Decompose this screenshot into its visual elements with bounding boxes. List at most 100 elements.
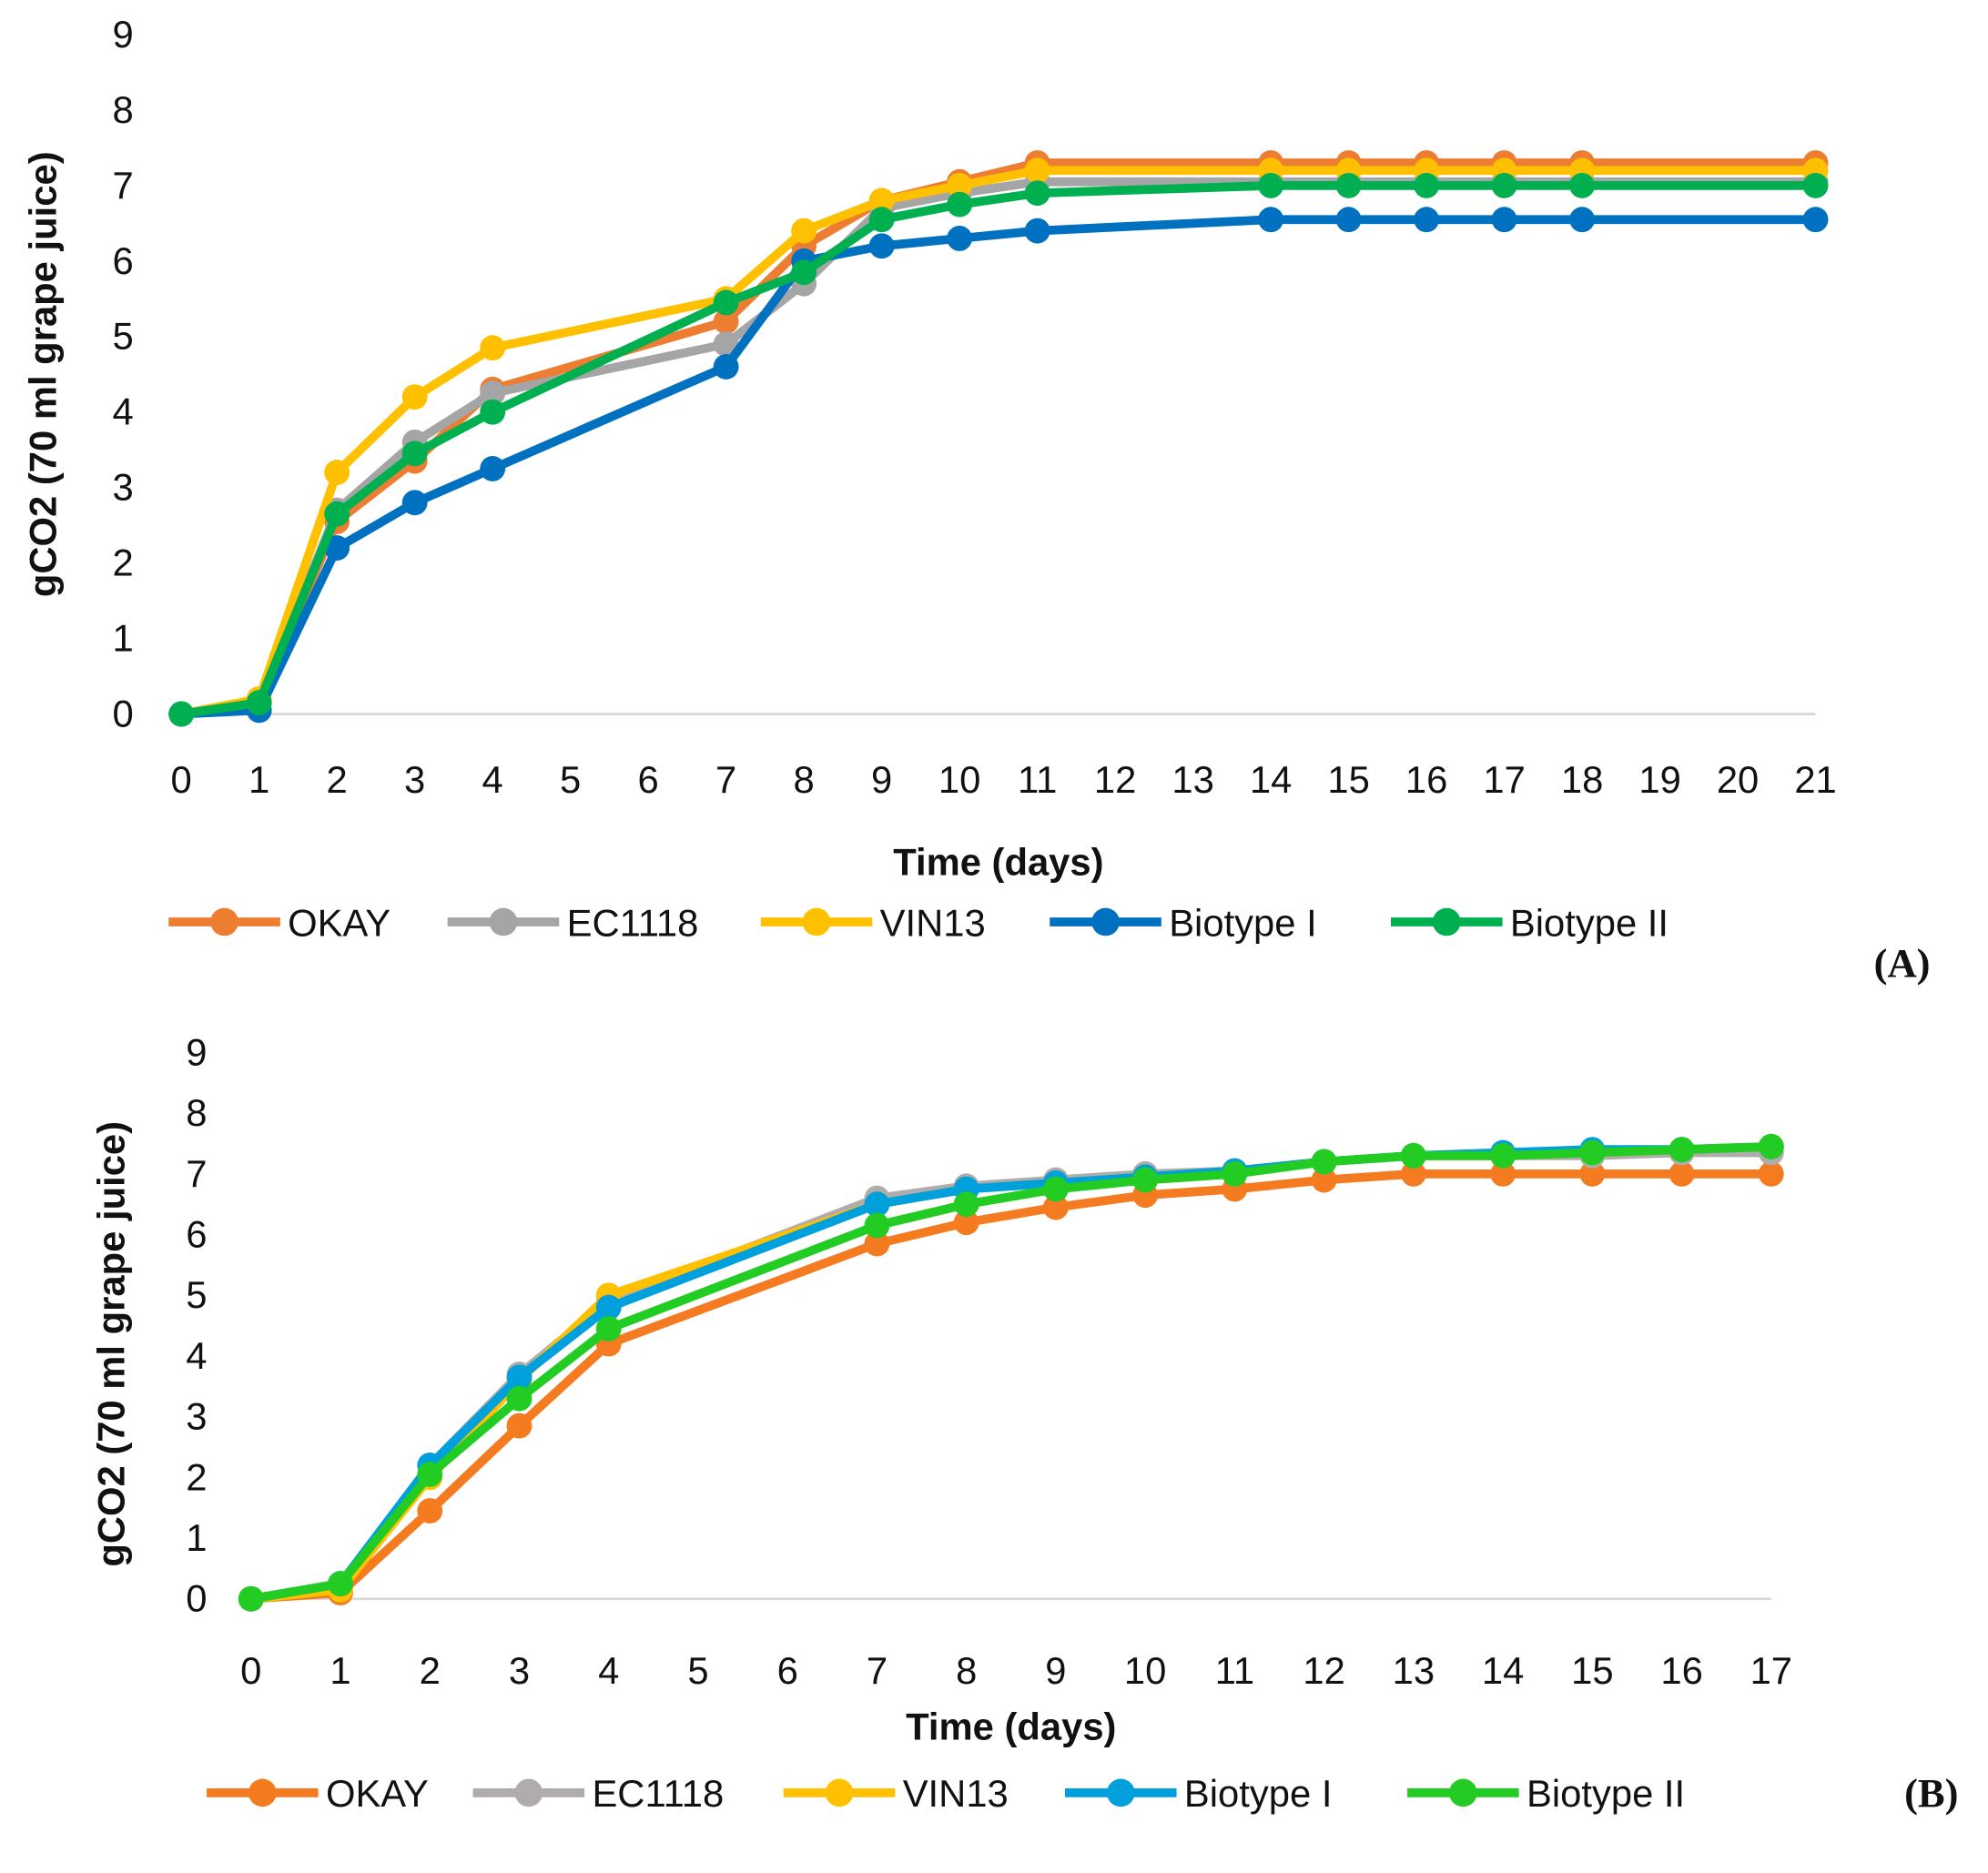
data-point	[1668, 1160, 1695, 1187]
x-tick-label: 15	[1327, 758, 1369, 801]
data-point	[1491, 207, 1517, 233]
x-tick-label: 2	[420, 1649, 441, 1692]
x-tick-label: 11	[1215, 1649, 1254, 1692]
data-point	[595, 1294, 622, 1321]
legend-item: EC1118	[472, 1772, 724, 1815]
y-tick-label: 3	[112, 466, 133, 509]
legend-label: VIN13	[880, 901, 986, 944]
data-point	[480, 335, 506, 361]
legend-marker	[210, 907, 238, 936]
y-tick-label: 4	[186, 1334, 207, 1377]
data-point	[947, 226, 973, 251]
x-tick-label: 5	[560, 758, 581, 801]
legend-item: Biotype II	[1407, 1772, 1685, 1815]
data-point	[1569, 207, 1596, 233]
legend-label: Biotype I	[1169, 901, 1317, 944]
data-point	[401, 384, 428, 410]
data-point	[1758, 1133, 1784, 1159]
data-point	[868, 187, 895, 214]
data-point	[1024, 157, 1050, 184]
x-tick-label: 4	[598, 1649, 619, 1692]
legend-label: Biotype I	[1184, 1772, 1333, 1815]
x-tick-label: 16	[1405, 758, 1447, 801]
data-point	[1569, 172, 1596, 198]
legend-marker	[514, 1778, 543, 1807]
data-point	[791, 259, 817, 286]
y-tick-label: 1	[186, 1516, 207, 1559]
data-point	[953, 1210, 979, 1236]
legend-label: Biotype II	[1510, 901, 1668, 944]
data-point	[480, 456, 506, 481]
data-point	[168, 701, 195, 727]
x-tick-label: 7	[867, 1649, 888, 1692]
data-point	[947, 191, 973, 218]
series-biotype-i	[168, 207, 1829, 727]
x-tick-label: 9	[871, 758, 892, 801]
data-point	[324, 535, 350, 561]
legend-label: Biotype II	[1526, 1772, 1685, 1815]
legend-label: VIN13	[903, 1772, 1009, 1815]
y-tick-label: 0	[186, 1577, 207, 1620]
legend-item: OKAY	[207, 1772, 429, 1815]
x-tick-label: 14	[1482, 1649, 1524, 1692]
x-tick-label: 5	[687, 1649, 708, 1692]
data-point	[1311, 1167, 1337, 1193]
y-tick-label: 9	[186, 1030, 207, 1073]
legend-item: OKAY	[168, 901, 390, 944]
x-tick-label: 3	[404, 758, 425, 801]
data-point	[1222, 1160, 1248, 1187]
data-point	[1258, 207, 1284, 233]
data-point	[324, 460, 350, 486]
legend-marker	[1449, 1778, 1477, 1807]
legend-label: OKAY	[288, 901, 390, 944]
data-point	[324, 501, 350, 527]
legend-item: EC1118	[447, 901, 698, 944]
y-tick-label: 0	[112, 692, 133, 734]
y-tick-label: 7	[112, 164, 133, 207]
data-point	[864, 1212, 890, 1239]
series-biotype-ii	[168, 172, 1829, 727]
data-point	[1579, 1160, 1606, 1187]
x-tick-label: 3	[509, 1649, 530, 1692]
series-line	[249, 1141, 1771, 1604]
y-tick-label: 6	[186, 1212, 207, 1255]
data-point	[1311, 1149, 1337, 1175]
data-point	[947, 172, 973, 198]
x-tick-label: 10	[938, 758, 980, 801]
legend-label: OKAY	[326, 1772, 429, 1815]
data-point	[401, 490, 428, 516]
x-tick-label: 17	[1750, 1649, 1792, 1692]
x-tick-label: 13	[1172, 758, 1213, 801]
data-point	[713, 354, 739, 380]
x-axis-title: Time (days)	[906, 1705, 1116, 1747]
legend-marker	[1106, 1778, 1135, 1807]
y-tick-label: 7	[186, 1152, 207, 1195]
x-tick-label: 2	[327, 758, 348, 801]
data-point	[1258, 172, 1284, 198]
x-tick-label: 7	[715, 758, 736, 801]
legend-marker	[1432, 907, 1461, 936]
data-point	[417, 1462, 443, 1487]
data-point	[713, 309, 739, 335]
y-tick-label: 8	[112, 88, 133, 131]
data-point	[480, 399, 506, 425]
y-tick-label: 2	[112, 542, 133, 584]
x-tick-label: 1	[248, 758, 269, 801]
x-tick-label: 6	[638, 758, 659, 801]
data-point	[1414, 172, 1440, 198]
x-tick-label: 4	[482, 758, 503, 801]
data-point	[1042, 1194, 1069, 1220]
legend-marker	[825, 1778, 854, 1807]
legend-marker	[802, 907, 831, 936]
x-tick-label: 0	[240, 1649, 261, 1692]
data-point	[868, 207, 895, 233]
data-point	[328, 1571, 353, 1597]
data-point	[506, 1412, 532, 1439]
data-point	[864, 1230, 890, 1257]
x-tick-label: 10	[1124, 1649, 1166, 1692]
series-vin13	[238, 1133, 1784, 1612]
y-tick-label: 5	[186, 1273, 207, 1316]
data-point	[1490, 1142, 1516, 1169]
x-tick-label: 18	[1561, 758, 1603, 801]
